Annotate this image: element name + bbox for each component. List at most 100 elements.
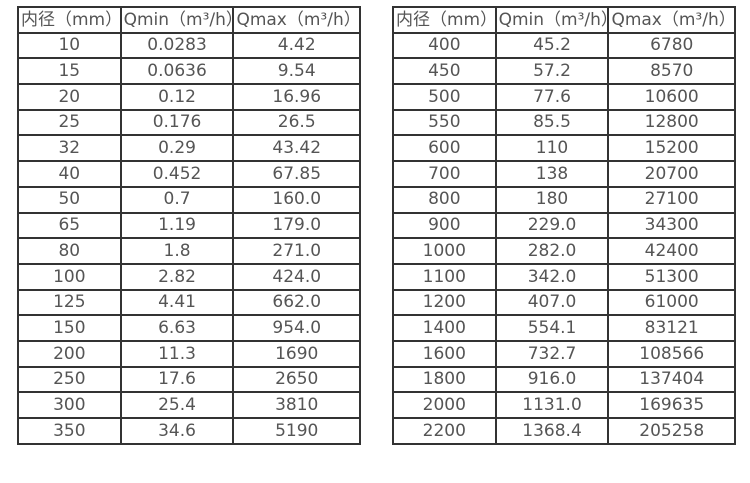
table-cell: 2200 xyxy=(392,417,497,445)
table-cell: 4.41 xyxy=(119,288,235,317)
table-row: 65 1.19 179.0 xyxy=(17,211,361,240)
table-cell: 180 xyxy=(494,185,610,214)
table-cell: 138 xyxy=(494,160,610,188)
table-cell: 108566 xyxy=(607,339,736,368)
table-cell: 250 xyxy=(17,365,122,394)
table-cell: 57.2 xyxy=(494,57,610,86)
table-cell: 3810 xyxy=(232,391,361,419)
table-cell: 1368.4 xyxy=(494,417,610,445)
table-row: 250 17.6 2650 xyxy=(17,365,361,394)
header-qmin: Qmin（m³/h） xyxy=(119,6,235,34)
table-cell: 125 xyxy=(17,288,122,317)
table-cell: 61000 xyxy=(607,288,736,317)
table-body-right: 400 45.2 6780 450 57.2 8570 500 77.6 10600 550 85.… xyxy=(392,31,736,445)
table-row: 700 138 20700 xyxy=(392,160,736,188)
table-cell: 200 xyxy=(17,339,122,368)
table-cell: 160.0 xyxy=(232,185,361,214)
table-cell: 205258 xyxy=(607,417,736,445)
table-cell: 4.42 xyxy=(232,31,361,60)
table-cell: 150 xyxy=(17,314,122,342)
table-row: 1000 282.0 42400 xyxy=(392,237,736,265)
table-row: 550 85.5 12800 xyxy=(392,108,736,137)
table-row: 1600 732.7 108566 xyxy=(392,339,736,368)
table-cell: 2000 xyxy=(392,391,497,419)
table-cell: 10 xyxy=(17,31,122,60)
table-cell: 110 xyxy=(494,134,610,163)
table-cell: 5190 xyxy=(232,417,361,445)
table-cell: 916.0 xyxy=(494,365,610,394)
table-cell: 271.0 xyxy=(232,237,361,265)
table-cell: 179.0 xyxy=(232,211,361,240)
table-row: 200 11.3 1690 xyxy=(17,339,361,368)
table-cell: 1131.0 xyxy=(494,391,610,419)
table-cell: 450 xyxy=(392,57,497,86)
table-row: 1400 554.1 83121 xyxy=(392,314,736,342)
table-cell: 2650 xyxy=(232,365,361,394)
table-cell: 500 xyxy=(392,83,497,111)
table-row: 25 0.176 26.5 xyxy=(17,108,361,137)
table-cell: 954.0 xyxy=(232,314,361,342)
table-row: 800 180 27100 xyxy=(392,185,736,214)
table-cell: 732.7 xyxy=(494,339,610,368)
table-cell: 20700 xyxy=(607,160,736,188)
table-cell: 1.19 xyxy=(119,211,235,240)
table-cell: 1.8 xyxy=(119,237,235,265)
table-row: 1200 407.0 61000 xyxy=(392,288,736,317)
table-cell: 0.12 xyxy=(119,83,235,111)
table-cell: 80 xyxy=(17,237,122,265)
table-cell: 25.4 xyxy=(119,391,235,419)
table-cell: 1100 xyxy=(392,262,497,291)
table-row: 1800 916.0 137404 xyxy=(392,365,736,394)
table-cell: 15200 xyxy=(607,134,736,163)
table-cell: 1400 xyxy=(392,314,497,342)
table-row: 1100 342.0 51300 xyxy=(392,262,736,291)
table-cell: 550 xyxy=(392,108,497,137)
table-cell: 11.3 xyxy=(119,339,235,368)
header-inner-diameter: 内径（mm） xyxy=(392,6,497,34)
table-cell: 40 xyxy=(17,160,122,188)
table-cell: 350 xyxy=(17,417,122,445)
table-cell: 342.0 xyxy=(494,262,610,291)
table-cell: 0.0636 xyxy=(119,57,235,86)
table-cell: 2.82 xyxy=(119,262,235,291)
table-row: 32 0.29 43.42 xyxy=(17,134,361,163)
table-row: 2200 1368.4 205258 xyxy=(392,417,736,445)
table-cell: 65 xyxy=(17,211,122,240)
header-qmax: Qmax（m³/h） xyxy=(607,6,736,34)
table-cell: 50 xyxy=(17,185,122,214)
table-row: 400 45.2 6780 xyxy=(392,31,736,60)
table-row: 300 25.4 3810 xyxy=(17,391,361,419)
table-cell: 32 xyxy=(17,134,122,163)
table-row: 350 34.6 5190 xyxy=(17,417,361,445)
table-row: 20 0.12 16.96 xyxy=(17,83,361,111)
table-cell: 42400 xyxy=(607,237,736,265)
table-cell: 6780 xyxy=(607,31,736,60)
table-row: 10 0.0283 4.42 xyxy=(17,31,361,60)
table-cell: 900 xyxy=(392,211,497,240)
table-cell: 300 xyxy=(17,391,122,419)
table-cell: 67.85 xyxy=(232,160,361,188)
table-cell: 20 xyxy=(17,83,122,111)
table-row: 500 77.6 10600 xyxy=(392,83,736,111)
table-row: 15 0.0636 9.54 xyxy=(17,57,361,86)
table-cell: 800 xyxy=(392,185,497,214)
table-cell: 1200 xyxy=(392,288,497,317)
table-cell: 424.0 xyxy=(232,262,361,291)
table-cell: 10600 xyxy=(607,83,736,111)
table-cell: 600 xyxy=(392,134,497,163)
table-cell: 100 xyxy=(17,262,122,291)
table-cell: 1000 xyxy=(392,237,497,265)
table-cell: 15 xyxy=(17,57,122,86)
table-cell: 83121 xyxy=(607,314,736,342)
table-cell: 407.0 xyxy=(494,288,610,317)
table-cell: 0.7 xyxy=(119,185,235,214)
flow-spec-table-left: 内径（mm） Qmin（m³/h） Qmax（m³/h） 10 0.0283 4.4… xyxy=(17,6,361,445)
table-cell: 1690 xyxy=(232,339,361,368)
table-row: 100 2.82 424.0 xyxy=(17,262,361,291)
table-body-left: 10 0.0283 4.42 15 0.0636 9.54 20 0.12 16.96 25 0.1… xyxy=(17,31,361,445)
table-cell: 137404 xyxy=(607,365,736,394)
table-row: 600 110 15200 xyxy=(392,134,736,163)
table-cell: 51300 xyxy=(607,262,736,291)
table-cell: 34.6 xyxy=(119,417,235,445)
table-cell: 9.54 xyxy=(232,57,361,86)
